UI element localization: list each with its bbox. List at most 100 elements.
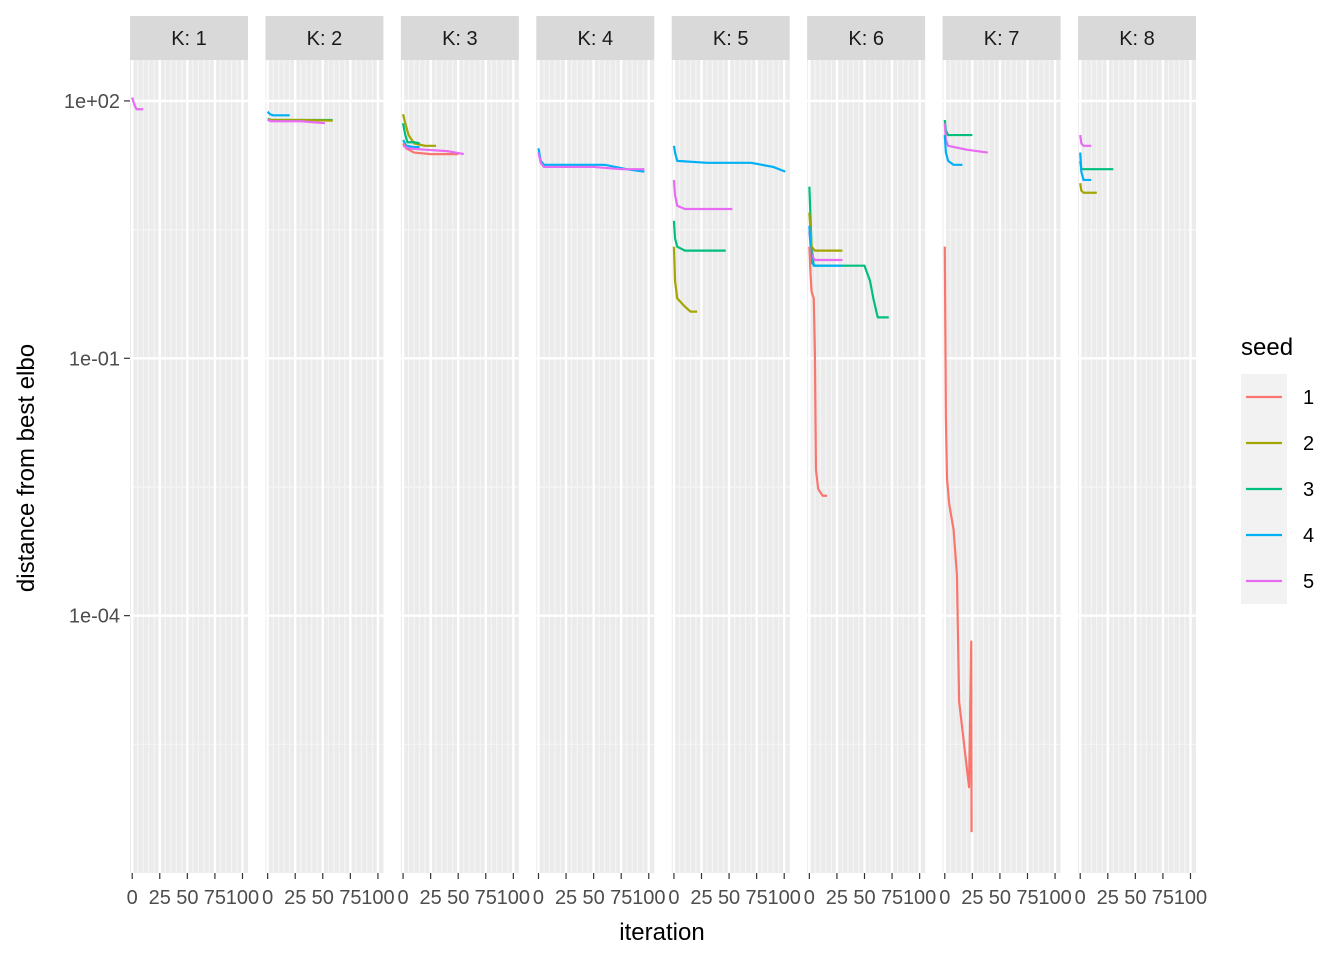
x-tick-label: 50 <box>853 887 875 909</box>
x-tick-label: 100 <box>1174 887 1207 909</box>
x-tick-label: 100 <box>361 887 394 909</box>
legend-label: 2 <box>1303 433 1314 455</box>
panel-background <box>400 60 519 873</box>
x-tick-label: 25 <box>555 887 577 909</box>
x-tick-label: 0 <box>668 887 679 909</box>
x-tick-label: 75 <box>746 887 768 909</box>
panel-k8: K: 8 <box>1078 16 1197 873</box>
panel-k3: K: 3 <box>400 16 519 873</box>
x-tick-label: 100 <box>226 887 259 909</box>
x-tick-label: 25 <box>826 887 848 909</box>
x-tick-label: 0 <box>804 887 815 909</box>
y-tick-label: 1e+02 <box>64 91 120 113</box>
x-tick-label: 75 <box>1016 887 1038 909</box>
x-tick-label: 50 <box>1124 887 1146 909</box>
x-tick-label: 75 <box>204 887 226 909</box>
panel-strip-label: K: 6 <box>848 28 884 50</box>
x-tick-label: 50 <box>447 887 469 909</box>
panel-strip-label: K: 4 <box>578 28 614 50</box>
x-tick-label: 0 <box>1075 887 1086 909</box>
panel-k1: K: 1 <box>130 16 248 873</box>
legend-item-seed-4: 4 <box>1241 512 1314 558</box>
x-tick-label: 50 <box>718 887 740 909</box>
series-line-seed-1 <box>808 246 827 497</box>
panel-strip-label: K: 5 <box>713 28 749 50</box>
panel-strip <box>130 16 248 60</box>
series-line-seed-5 <box>1079 134 1092 147</box>
series-line-seed-2 <box>402 113 437 147</box>
x-tick-label: 50 <box>583 887 605 909</box>
series-line-seed-5 <box>537 152 645 171</box>
series-line-seed-4 <box>266 110 290 117</box>
panel-background <box>671 60 790 873</box>
x-tick-label: 25 <box>690 887 712 909</box>
x-tick-label: 100 <box>768 887 801 909</box>
series-line-seed-5 <box>402 144 464 156</box>
panel-k7: K: 7 <box>942 16 1061 873</box>
series-line-seed-4 <box>808 225 843 267</box>
series-line-seed-5 <box>267 118 326 125</box>
panel-strip <box>265 16 384 60</box>
panel-strip-label: K: 2 <box>307 28 343 50</box>
x-tick-label: 25 <box>1097 887 1119 909</box>
panel-strip <box>942 16 1061 60</box>
x-tick-label: 75 <box>1152 887 1174 909</box>
legend-label: 5 <box>1303 571 1314 593</box>
panel-background <box>807 60 926 873</box>
x-tick-label: 0 <box>533 887 544 909</box>
legend-item-seed-3: 3 <box>1241 466 1314 512</box>
panel-strip-label: K: 1 <box>171 28 207 50</box>
panel-k4: K: 4 <box>536 16 655 873</box>
panel-k2: K: 2 <box>265 16 384 873</box>
legend-title: seed <box>1241 334 1293 361</box>
legend-label: 4 <box>1303 525 1314 547</box>
x-tick-label: 100 <box>1038 887 1071 909</box>
series-line-seed-2 <box>1079 182 1097 194</box>
legend-label: 1 <box>1303 387 1314 409</box>
legend: seed 1 2 3 4 5 <box>1241 334 1314 604</box>
panel-k5: K: 5 <box>671 16 790 873</box>
y-tick-label: 1e-04 <box>69 606 120 628</box>
series-line-seed-4 <box>943 135 963 166</box>
series-line-seed-5 <box>131 97 144 111</box>
legend-item-seed-1: 1 <box>1241 374 1314 420</box>
legend-item-seed-5: 5 <box>1241 558 1314 604</box>
panel-background <box>536 60 655 873</box>
panel-background <box>942 60 1061 873</box>
panel-strip <box>671 16 790 60</box>
x-tick-label: 25 <box>284 887 306 909</box>
x-tick-label: 25 <box>420 887 442 909</box>
x-tick-label: 100 <box>903 887 936 909</box>
x-tick-label: 75 <box>339 887 361 909</box>
y-tick-label: 1e-01 <box>69 348 120 370</box>
series-line-seed-5 <box>943 123 988 154</box>
panel-k6: K: 6 <box>807 16 926 873</box>
legend-label: 3 <box>1303 479 1314 501</box>
panel-strip <box>400 16 519 60</box>
series-line-seed-4 <box>672 145 786 173</box>
x-tick-label: 50 <box>989 887 1011 909</box>
series-line-seed-3 <box>672 220 726 252</box>
x-tick-label: 75 <box>610 887 632 909</box>
x-tick-label: 75 <box>475 887 497 909</box>
panel-strip <box>536 16 655 60</box>
x-tick-label: 100 <box>632 887 665 909</box>
x-tick-label: 0 <box>939 887 950 909</box>
panel-strip <box>1078 16 1197 60</box>
series-line-seed-4 <box>402 139 420 149</box>
x-tick-label: 50 <box>176 887 198 909</box>
panel-background <box>130 60 248 873</box>
x-axis: 0 25 50 75 100 0 25 50 75 100 0 25 50 75 100 0 25 50 75 100… <box>127 873 1207 909</box>
x-tick-label: 100 <box>497 887 530 909</box>
legend-item-seed-2: 2 <box>1241 420 1314 466</box>
series-line-seed-2 <box>672 246 698 313</box>
panel-background <box>265 60 384 873</box>
x-axis-title: iteration <box>619 919 704 946</box>
x-tick-label: 25 <box>961 887 983 909</box>
panel-background <box>1078 60 1197 873</box>
x-tick-label: 25 <box>149 887 171 909</box>
x-tick-label: 0 <box>262 887 273 909</box>
x-tick-label: 0 <box>398 887 409 909</box>
y-axis-title: distance from best elbo <box>13 344 40 592</box>
